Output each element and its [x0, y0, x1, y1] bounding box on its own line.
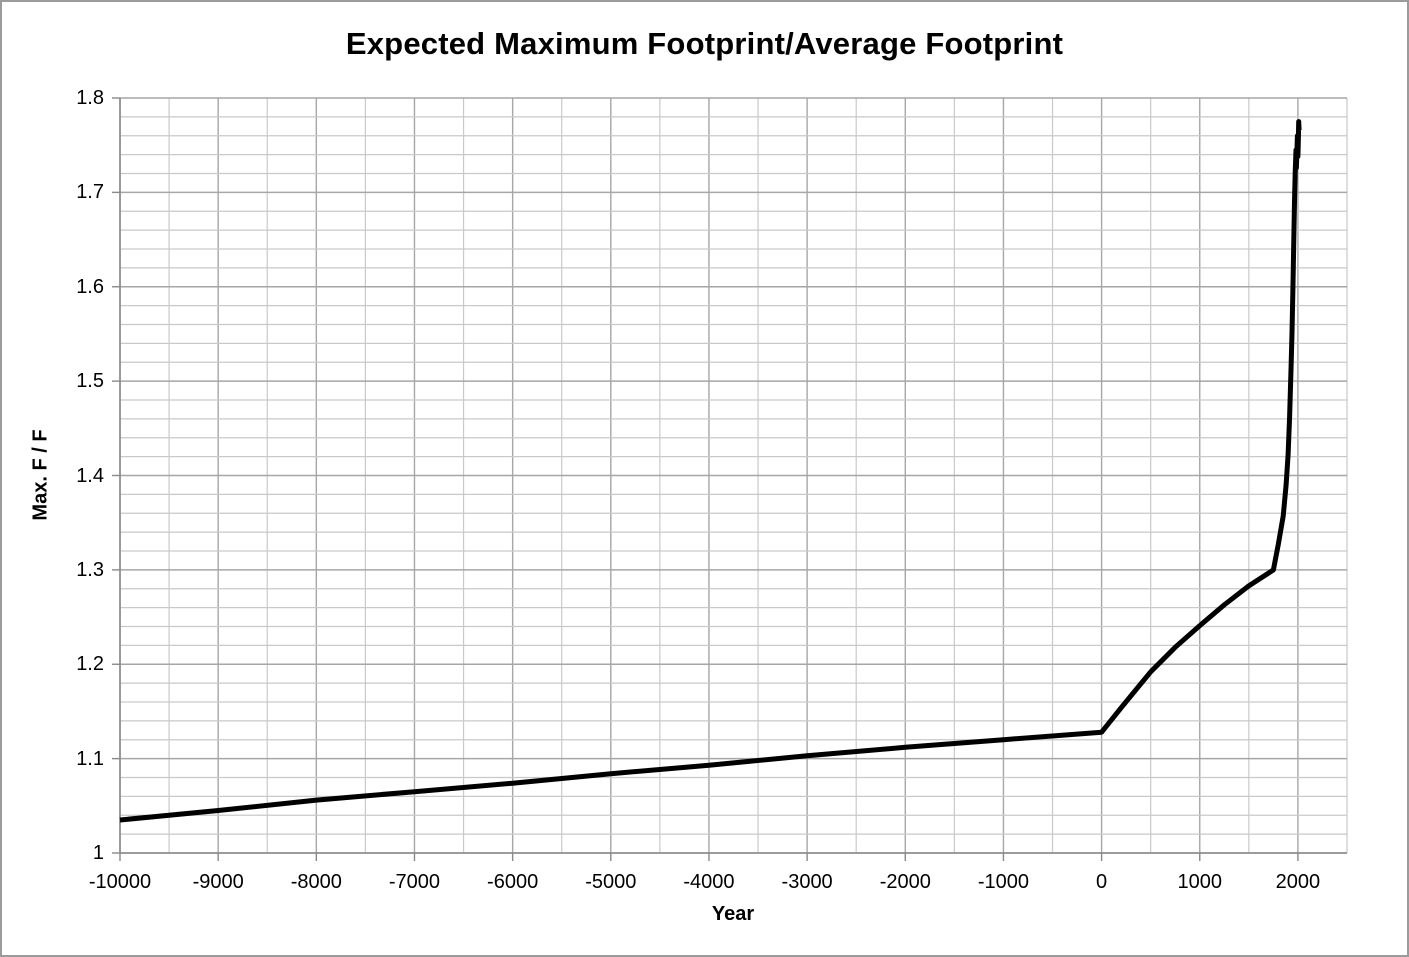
x-tick-label: -6000: [487, 871, 539, 893]
data-series-line: [119, 119, 1302, 823]
chart-title: Expected Maximum Footprint/Average Footp…: [345, 26, 1064, 61]
x-tick-label: -8000: [290, 871, 342, 893]
x-tick-label: -7000: [388, 871, 441, 893]
y-tick-label: 1.6: [76, 275, 104, 298]
x-tick-label: -4000: [683, 871, 735, 893]
y-tick-label: 1: [92, 842, 104, 864]
x-tick-label: 0: [1096, 871, 1108, 893]
x-tick-label: -10000: [88, 871, 152, 893]
x-tick-label: 1000: [1177, 871, 1223, 893]
y-tick-label: 1.2: [76, 653, 104, 676]
x-tick-label: 2000: [1275, 871, 1321, 893]
y-tick-label: 1.1: [76, 747, 104, 770]
y-tick-label: 1.3: [76, 558, 104, 581]
y-tick-label: 1.8: [76, 87, 104, 109]
x-tick-label: -2000: [879, 871, 931, 893]
x-tick-label: -9000: [192, 871, 244, 893]
x-tick-label: -5000: [585, 871, 637, 893]
x-axis-title: Year: [711, 903, 755, 925]
y-tick-label: 1.7: [76, 181, 104, 204]
x-tick-label: -1000: [977, 871, 1030, 893]
x-tick-label: -3000: [781, 871, 833, 893]
y-tick-label: 1.5: [76, 370, 104, 393]
y-tick-label: 1.4: [76, 464, 104, 487]
